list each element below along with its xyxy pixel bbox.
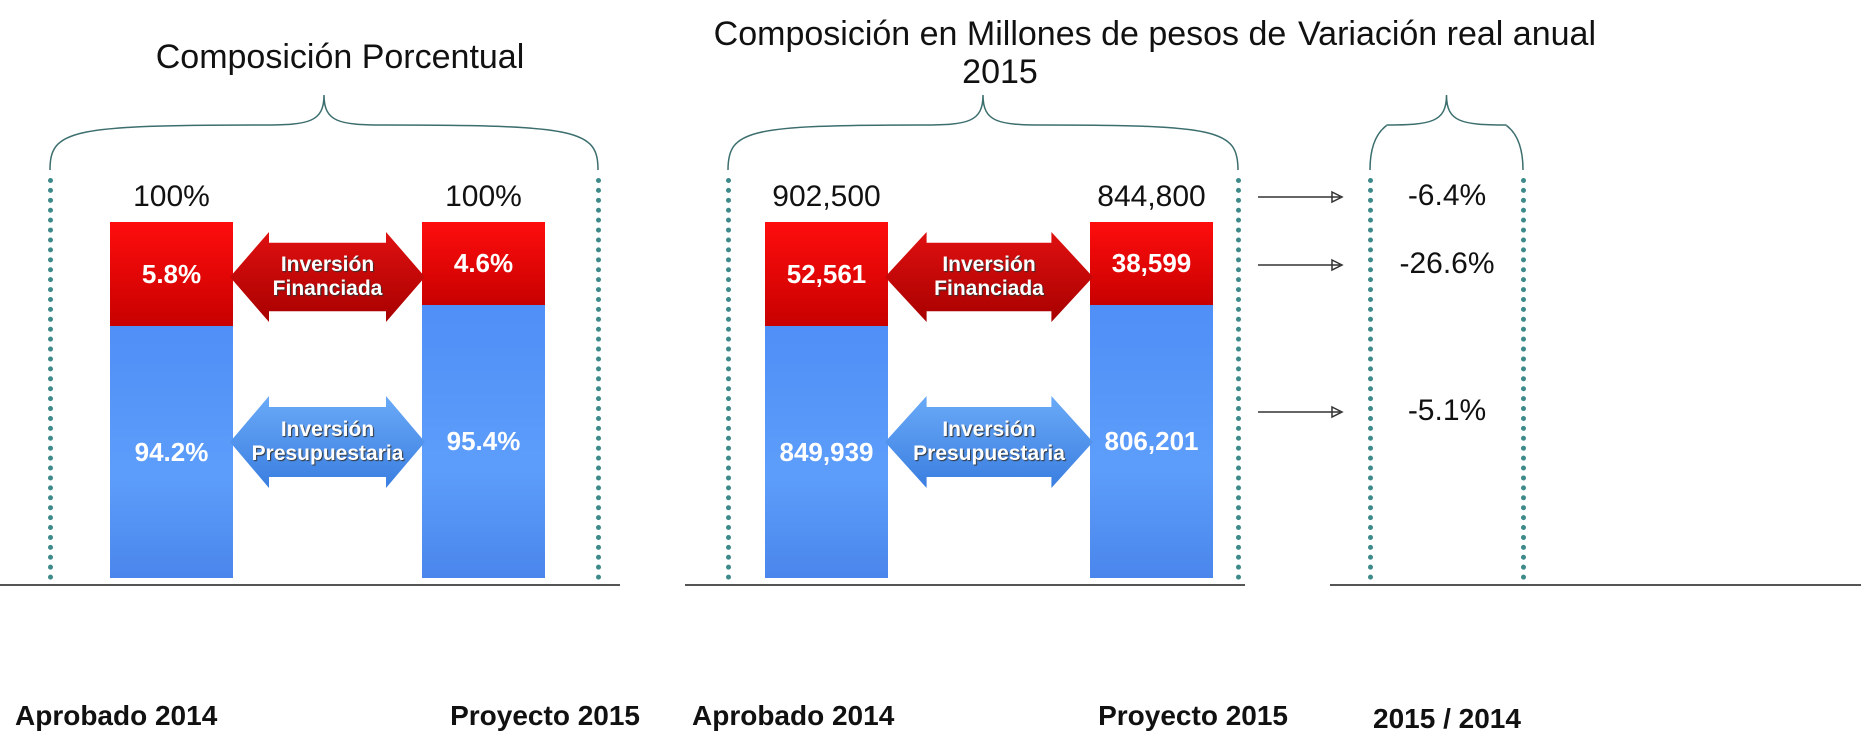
- presupuestaria-segment: 806,201: [1090, 305, 1213, 578]
- dotted-line: [1521, 178, 1526, 580]
- column-total: 902,500: [772, 180, 881, 213]
- column-label: Aprobado 2014: [15, 700, 218, 731]
- variation-value: -6.4%: [1407, 179, 1487, 212]
- financiada-arrow: Inversión Financiada: [885, 232, 1093, 322]
- column-total: 100%: [133, 180, 210, 213]
- pointer-head: [1331, 258, 1344, 272]
- column-total: 100%: [445, 180, 522, 213]
- pointer-head: [1331, 190, 1344, 204]
- financiada-segment: 38,599: [1090, 222, 1213, 305]
- financiada-segment: 52,561: [765, 222, 888, 326]
- presupuestaria-segment: 94.2%: [110, 326, 233, 578]
- dotted-line: [1368, 178, 1373, 580]
- baseline: [1330, 584, 1861, 586]
- financiada-segment: 4.6%: [422, 222, 545, 305]
- dotted-line: [48, 178, 53, 580]
- presupuestaria-arrow: Inversión Presupuestaria: [885, 396, 1093, 488]
- column-label: Aprobado 2014: [692, 700, 895, 731]
- panel-title: Composición Porcentual: [155, 38, 525, 76]
- variation-value: -5.1%: [1407, 394, 1487, 427]
- pointer-head: [1331, 405, 1344, 419]
- baseline: [685, 584, 1245, 586]
- panel-title: Composición en Millones de pesos de 2015: [713, 15, 1287, 91]
- column-label: Proyecto 2015: [1098, 700, 1288, 731]
- brace: [727, 94, 1239, 171]
- brace: [1369, 94, 1524, 171]
- presupuestaria-segment: 95.4%: [422, 305, 545, 578]
- financiada-arrow: Inversión Financiada: [230, 232, 425, 322]
- presupuestaria-segment: 849,939: [765, 326, 888, 578]
- baseline: [0, 584, 620, 586]
- column-total: 844,800: [1097, 180, 1206, 213]
- variation-title: Variación real anual: [1298, 15, 1596, 53]
- financiada-segment: 5.8%: [110, 222, 233, 326]
- dotted-line: [726, 178, 731, 580]
- brace: [49, 94, 599, 171]
- variation-label: 2015 / 2014: [1373, 703, 1521, 734]
- variation-value: -26.6%: [1399, 247, 1495, 280]
- presupuestaria-arrow: Inversión Presupuestaria: [230, 396, 425, 488]
- dotted-line: [596, 178, 601, 580]
- column-label: Proyecto 2015: [450, 700, 640, 731]
- dotted-line: [1236, 178, 1241, 580]
